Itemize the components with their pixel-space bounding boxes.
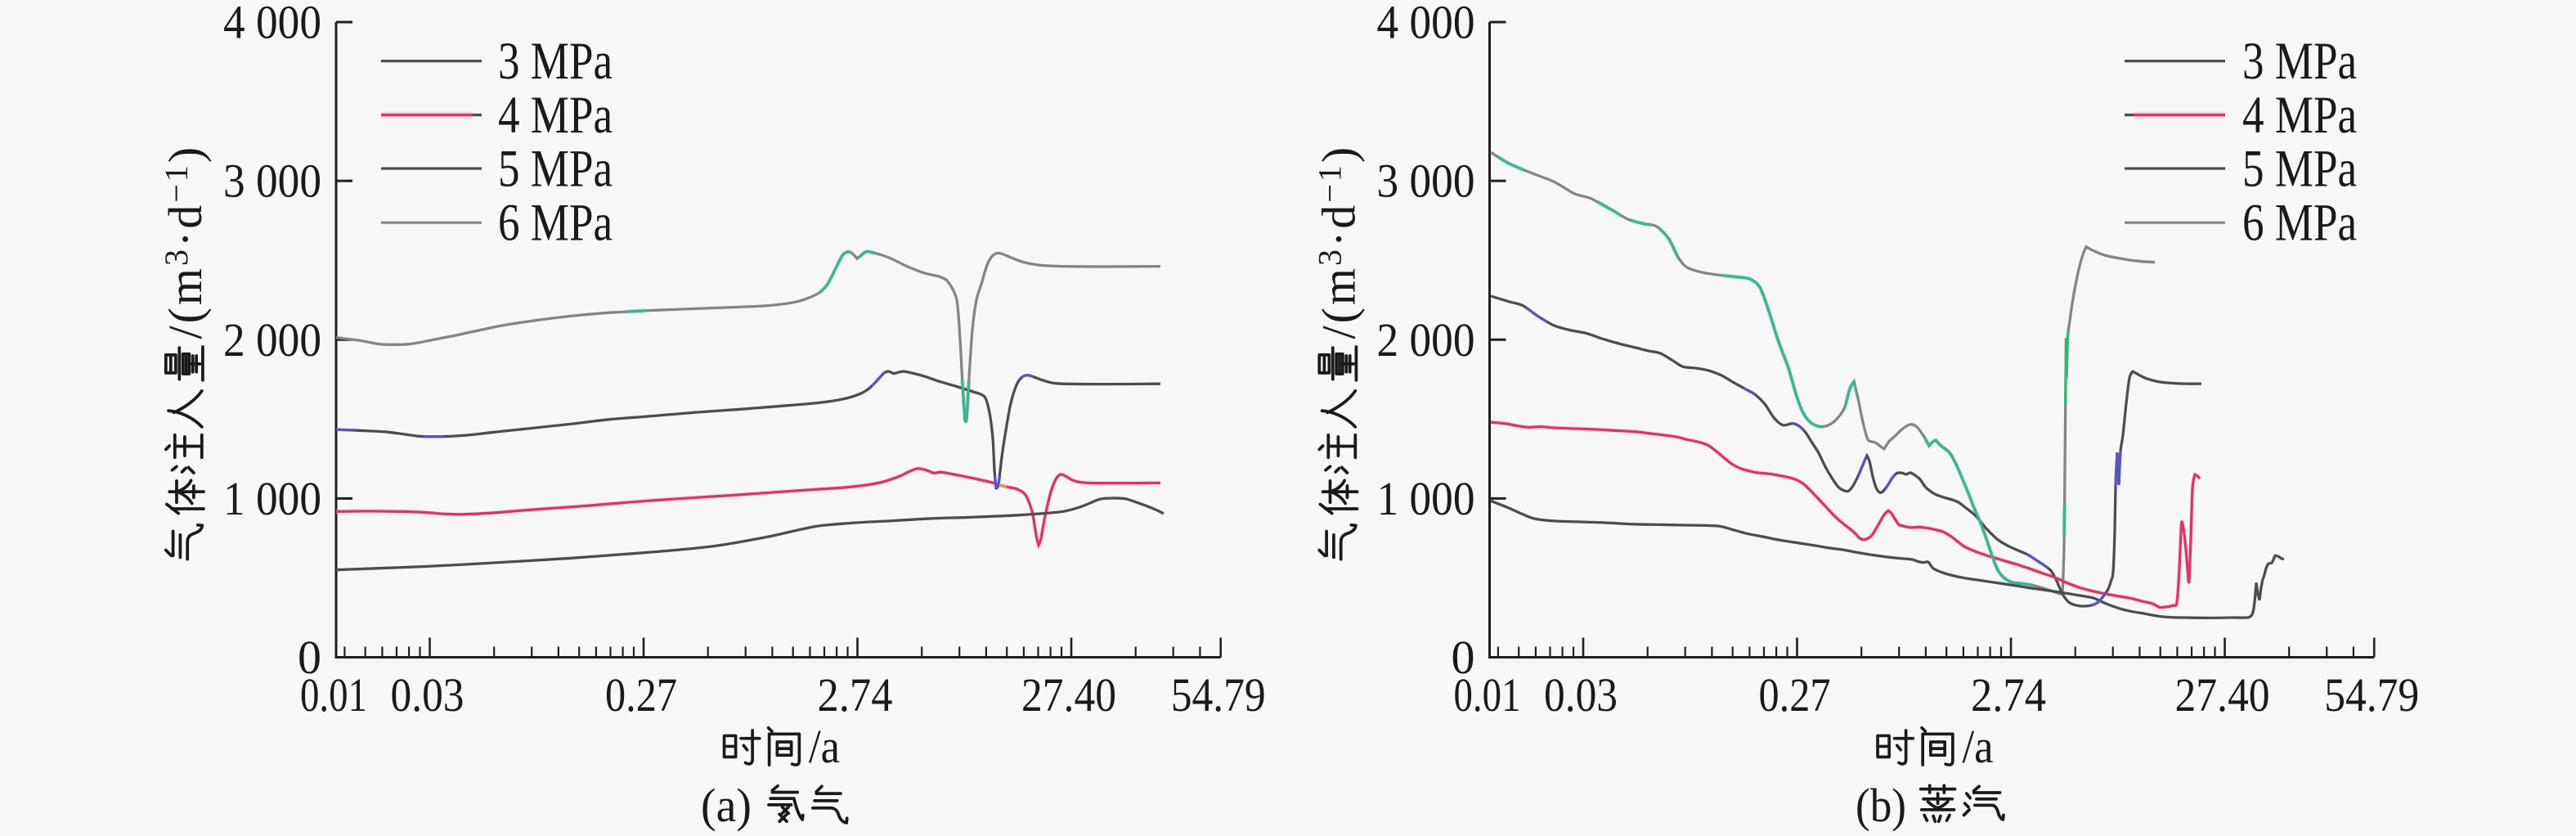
svg-text:3 MPa: 3 MPa xyxy=(498,32,613,91)
svg-text:4 000: 4 000 xyxy=(223,0,321,49)
svg-text:(b): (b) xyxy=(1856,779,1906,832)
svg-text:6 MPa: 6 MPa xyxy=(498,194,613,253)
svg-text:0.27: 0.27 xyxy=(605,668,677,721)
svg-text:1 000: 1 000 xyxy=(1377,472,1475,525)
svg-text:5 MPa: 5 MPa xyxy=(498,140,613,199)
svg-text:3 000: 3 000 xyxy=(223,155,321,208)
svg-text:54.79: 54.79 xyxy=(2324,668,2419,721)
svg-text:5 MPa: 5 MPa xyxy=(2242,140,2357,199)
svg-text:27.40: 27.40 xyxy=(1021,668,1116,721)
svg-text:2 000: 2 000 xyxy=(1377,313,1475,366)
svg-text:6 MPa: 6 MPa xyxy=(2242,194,2357,253)
svg-text:54.79: 54.79 xyxy=(1171,668,1266,721)
svg-text:0.01: 0.01 xyxy=(1454,668,1521,721)
svg-text:/a: /a xyxy=(1963,720,1994,773)
svg-text:0: 0 xyxy=(298,631,321,684)
svg-text:1 000: 1 000 xyxy=(223,472,321,525)
svg-text:3 MPa: 3 MPa xyxy=(2242,32,2357,91)
svg-text:3 000: 3 000 xyxy=(1377,155,1475,208)
svg-text:2 000: 2 000 xyxy=(223,313,321,366)
svg-text:4 000: 4 000 xyxy=(1377,0,1475,49)
svg-text:(a): (a) xyxy=(701,779,752,832)
svg-text:/a: /a xyxy=(809,720,840,773)
svg-text:0: 0 xyxy=(1452,631,1475,684)
svg-text:0.03: 0.03 xyxy=(391,668,464,721)
svg-text:0.27: 0.27 xyxy=(1759,668,1831,721)
svg-text:4 MPa: 4 MPa xyxy=(498,86,613,145)
svg-text:27.40: 27.40 xyxy=(2175,668,2270,721)
svg-text:2.74: 2.74 xyxy=(818,668,893,721)
svg-text:2.74: 2.74 xyxy=(1971,668,2046,721)
svg-text:0.03: 0.03 xyxy=(1544,668,1618,721)
svg-text:0.01: 0.01 xyxy=(300,668,367,721)
svg-text:4 MPa: 4 MPa xyxy=(2242,86,2357,145)
